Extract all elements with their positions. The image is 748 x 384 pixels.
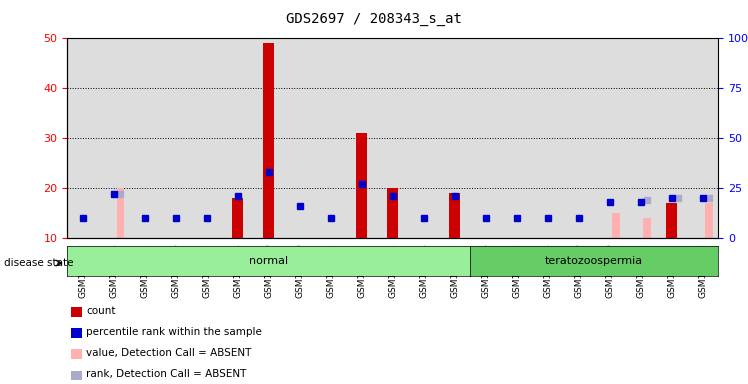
Bar bbox=[666, 203, 677, 238]
Bar bbox=[470, 38, 501, 238]
Bar bbox=[643, 218, 651, 238]
Bar bbox=[687, 38, 718, 238]
Bar bbox=[377, 38, 408, 238]
Bar bbox=[613, 213, 620, 238]
Text: normal: normal bbox=[249, 256, 288, 266]
Bar bbox=[439, 38, 470, 238]
Bar bbox=[705, 203, 713, 238]
Bar bbox=[450, 193, 460, 238]
Bar bbox=[346, 38, 377, 238]
Bar bbox=[129, 38, 160, 238]
Bar bbox=[532, 38, 563, 238]
Bar bbox=[501, 38, 532, 238]
Text: count: count bbox=[86, 306, 115, 316]
Bar bbox=[356, 133, 367, 238]
Bar bbox=[408, 38, 439, 238]
Text: percentile rank within the sample: percentile rank within the sample bbox=[86, 327, 262, 337]
Text: GDS2697 / 208343_s_at: GDS2697 / 208343_s_at bbox=[286, 12, 462, 25]
Bar bbox=[656, 38, 687, 238]
Bar bbox=[233, 198, 243, 238]
Text: rank, Detection Call = ABSENT: rank, Detection Call = ABSENT bbox=[86, 369, 246, 379]
Bar bbox=[98, 38, 129, 238]
Bar bbox=[254, 38, 284, 238]
Bar bbox=[315, 38, 346, 238]
Bar bbox=[117, 188, 124, 238]
Bar bbox=[263, 43, 275, 238]
Bar bbox=[625, 38, 656, 238]
Bar bbox=[563, 38, 594, 238]
Bar bbox=[284, 38, 315, 238]
Bar bbox=[222, 38, 254, 238]
Text: teratozoospermia: teratozoospermia bbox=[545, 256, 643, 266]
Bar bbox=[594, 38, 625, 238]
Text: value, Detection Call = ABSENT: value, Detection Call = ABSENT bbox=[86, 348, 251, 358]
Bar bbox=[191, 38, 222, 238]
Bar bbox=[160, 38, 191, 238]
Bar bbox=[387, 188, 398, 238]
Text: disease state: disease state bbox=[4, 258, 73, 268]
Bar bbox=[67, 38, 98, 238]
